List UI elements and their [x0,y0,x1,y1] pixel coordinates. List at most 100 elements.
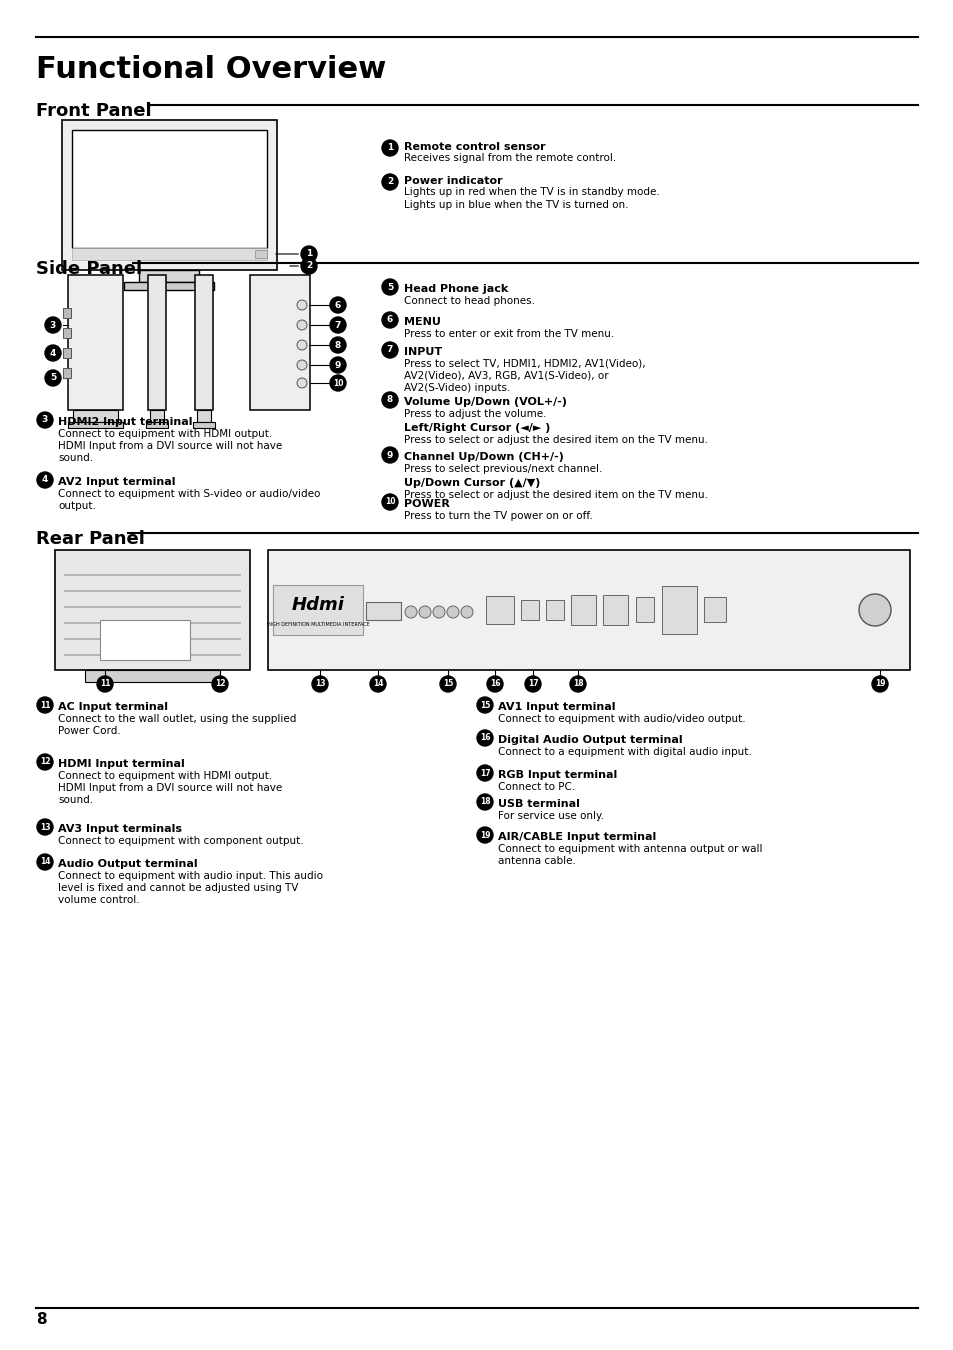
Text: 12: 12 [214,679,225,688]
Text: AV3 Input terminals: AV3 Input terminals [58,824,182,834]
Text: 10: 10 [333,378,343,387]
Bar [71,248,267,261]
Text: Lights up in blue when the TV is turned on.: Lights up in blue when the TV is turned … [403,200,628,209]
Circle shape [381,392,397,408]
Circle shape [476,697,493,713]
Text: Press to select or adjust the desired item on the TV menu.: Press to select or adjust the desired it… [403,435,707,446]
Text: Connect to equipment with S-video or audio/video: Connect to equipment with S-video or aud… [58,489,320,500]
Bar [268,549,909,670]
Bar [73,410,118,423]
Circle shape [37,697,53,713]
Circle shape [45,317,61,333]
Circle shape [405,606,416,618]
Circle shape [447,606,458,618]
Circle shape [45,370,61,386]
Text: Press to enter or exit from the TV menu.: Press to enter or exit from the TV menu. [403,329,614,339]
Text: 13: 13 [314,679,325,688]
Text: 18: 18 [572,679,582,688]
Bar [124,282,213,290]
Text: Power Cord.: Power Cord. [58,726,121,736]
Text: 1: 1 [387,143,393,153]
Circle shape [97,676,112,693]
Circle shape [381,174,397,190]
Text: AV1 Input terminal: AV1 Input terminal [497,702,615,711]
Circle shape [871,676,887,693]
Text: Connect to equipment with HDMI output.: Connect to equipment with HDMI output. [58,771,272,782]
Text: Side Panel: Side Panel [36,261,142,278]
Circle shape [418,606,431,618]
Bar [150,410,164,423]
Text: USB terminal: USB terminal [497,799,579,809]
Bar [485,595,514,624]
Bar [148,275,166,410]
Bar [193,423,214,428]
Text: 2: 2 [387,177,393,186]
Circle shape [45,346,61,360]
Text: 8: 8 [387,396,393,405]
Circle shape [381,342,397,358]
Bar [63,308,71,319]
Text: Connect to PC.: Connect to PC. [497,782,575,792]
Circle shape [296,340,307,350]
Text: RGB Input terminal: RGB Input terminal [497,769,617,780]
Circle shape [330,338,346,352]
Text: HIGH DEFINITION MULTIMEDIA INTERFACE: HIGH DEFINITION MULTIMEDIA INTERFACE [266,622,369,628]
Text: 12: 12 [40,757,51,767]
Text: Connect to equipment with audio input. This audio: Connect to equipment with audio input. T… [58,871,323,882]
Bar [273,585,363,634]
Text: 19: 19 [874,679,884,688]
Bar [85,670,220,682]
Text: Press to turn the TV power on or off.: Press to turn the TV power on or off. [403,512,592,521]
Circle shape [370,676,386,693]
Text: Front Panel: Front Panel [36,103,152,120]
Text: AV2(Video), AV3, RGB, AV1(S-Video), or: AV2(Video), AV3, RGB, AV1(S-Video), or [403,371,608,381]
Text: 1: 1 [306,250,312,258]
Text: 17: 17 [527,679,537,688]
Text: Connect to a equipment with digital audio input.: Connect to a equipment with digital audi… [497,747,751,757]
Bar [520,599,538,620]
Text: Lights up in red when the TV is in standby mode.: Lights up in red when the TV is in stand… [403,186,659,197]
Text: AV2 Input terminal: AV2 Input terminal [58,477,175,487]
Circle shape [439,676,456,693]
Text: Connect to equipment with component output.: Connect to equipment with component outp… [58,836,303,846]
Text: Connect to head phones.: Connect to head phones. [403,296,535,306]
Circle shape [37,755,53,770]
Text: Up/Down Cursor (▲/▼): Up/Down Cursor (▲/▼) [403,478,539,487]
Bar [62,120,276,270]
Circle shape [330,356,346,373]
Text: 6: 6 [387,316,393,324]
Text: 16: 16 [479,733,490,743]
Circle shape [296,300,307,310]
Text: 9: 9 [386,451,393,459]
Circle shape [476,828,493,842]
Text: 4: 4 [42,475,49,485]
Bar [703,597,725,622]
Bar [194,275,213,410]
Text: 8: 8 [335,340,341,350]
Text: 16: 16 [489,679,499,688]
Bar [139,270,199,282]
Circle shape [858,594,890,626]
Text: Remote control sensor: Remote control sensor [403,142,545,153]
Text: 19: 19 [479,830,490,840]
Text: Volume Up/Down (VOL+/-): Volume Up/Down (VOL+/-) [403,397,566,406]
Text: Connect to equipment with audio/video output.: Connect to equipment with audio/video ou… [497,714,745,724]
Circle shape [524,676,540,693]
Bar [146,423,168,428]
Text: 17: 17 [479,768,490,778]
Text: AIR/CABLE Input terminal: AIR/CABLE Input terminal [497,832,656,842]
Circle shape [296,320,307,329]
Circle shape [569,676,585,693]
Bar [63,328,71,338]
Text: antenna cable.: antenna cable. [497,856,576,865]
Text: 9: 9 [335,360,341,370]
Text: Functional Overview: Functional Overview [36,55,386,84]
Text: Rear Panel: Rear Panel [36,531,145,548]
Text: HDMI Input terminal: HDMI Input terminal [58,759,185,769]
Circle shape [476,765,493,782]
Text: output.: output. [58,501,95,512]
Text: Press to select TV, HDMI1, HDMI2, AV1(Video),: Press to select TV, HDMI1, HDMI2, AV1(Vi… [403,359,645,369]
Circle shape [37,472,53,487]
Text: level is fixed and cannot be adjusted using TV: level is fixed and cannot be adjusted us… [58,883,298,892]
Text: 3: 3 [42,416,48,424]
